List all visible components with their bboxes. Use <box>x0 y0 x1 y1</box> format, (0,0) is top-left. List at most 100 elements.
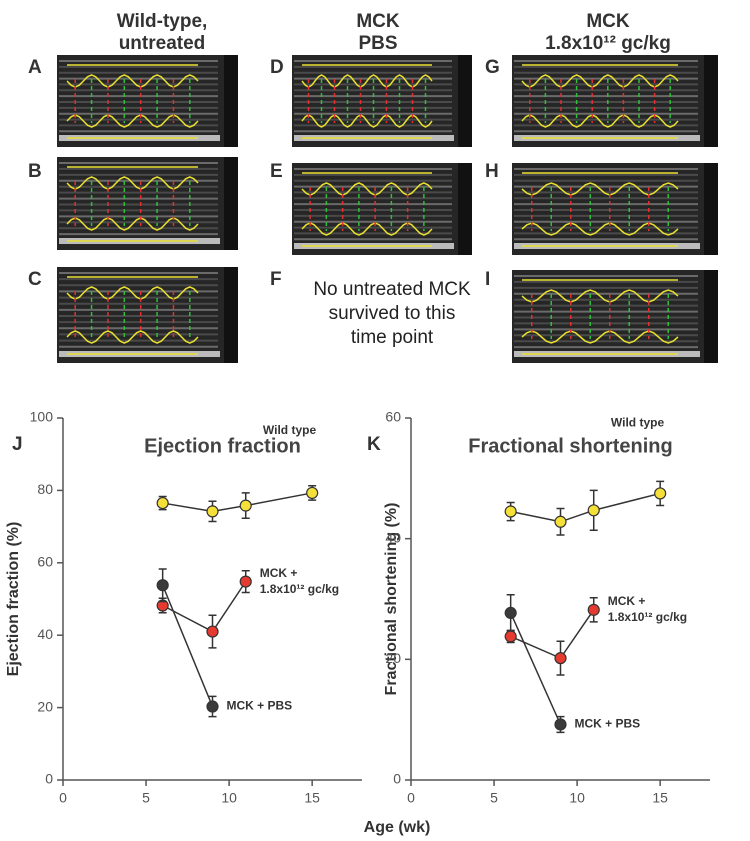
echo-wall <box>66 114 199 128</box>
column-header: 1.8x10¹² gc/kg <box>545 33 671 54</box>
y-axis-label: Ejection fraction (%) <box>5 522 22 677</box>
column-header: MCK <box>586 11 630 32</box>
echo-scale <box>224 267 238 363</box>
series-line <box>510 492 661 523</box>
y-tick-label: 40 <box>37 626 53 642</box>
echo-wall <box>521 74 679 88</box>
y-axis-label: Fractional shortening (%) <box>383 503 400 696</box>
panel-letter: K <box>367 434 381 455</box>
echo-scale <box>224 55 238 147</box>
panel-note: time point <box>351 327 434 348</box>
echo-wall <box>301 114 433 128</box>
echo-scale <box>704 55 718 147</box>
echo-wall <box>66 176 199 190</box>
echo-image <box>512 270 718 363</box>
series-label: MCK + PBS <box>227 699 293 713</box>
column-header: PBS <box>358 33 397 54</box>
data-point <box>156 579 169 592</box>
panel-letter: H <box>485 161 499 182</box>
echo-image <box>512 55 718 147</box>
panel-letter: D <box>270 57 284 78</box>
data-point <box>156 496 169 510</box>
echo-wall <box>521 330 679 344</box>
echo-image <box>292 163 472 255</box>
data-point <box>554 652 567 665</box>
x-tick-label: 15 <box>652 790 668 806</box>
echo-image <box>57 157 238 250</box>
echo-scale <box>458 163 472 255</box>
data-point <box>206 505 219 518</box>
echo-scale <box>224 157 238 250</box>
echo-wall <box>66 286 199 300</box>
data-point <box>504 505 517 518</box>
series-label: Wild type <box>611 416 665 430</box>
y-tick-label: 60 <box>37 554 53 570</box>
series-line <box>162 492 313 513</box>
echo-wall <box>521 222 679 236</box>
echo-scale <box>458 55 472 147</box>
column-header: untreated <box>119 33 206 54</box>
data-point <box>239 499 252 512</box>
panel-note: No untreated MCK <box>313 279 471 300</box>
x-tick-label: 5 <box>142 790 150 806</box>
data-point <box>239 575 252 588</box>
y-tick-label: 40 <box>385 529 401 545</box>
echo-image <box>57 267 238 363</box>
series-label: Wild type <box>263 423 317 437</box>
series-label: 1.8x10¹² gc/kg <box>260 582 339 596</box>
y-tick-label: 0 <box>45 771 53 787</box>
data-point <box>306 486 319 500</box>
x-tick-label: 0 <box>407 790 415 806</box>
echo-wall <box>66 74 199 88</box>
data-point <box>206 625 219 638</box>
panel-letter: I <box>485 269 490 290</box>
echo-scale <box>704 270 718 363</box>
panel-letter: A <box>28 57 42 78</box>
data-point <box>504 606 517 619</box>
chart-title: Fractional shortening <box>468 435 672 457</box>
column-header: Wild-type, <box>117 11 208 32</box>
echo-wall <box>521 289 679 303</box>
echo-wall <box>66 217 199 231</box>
echo-wall <box>301 74 433 88</box>
series-label: MCK + PBS <box>575 717 641 731</box>
panel-letter: F <box>270 269 282 290</box>
y-tick-label: 60 <box>385 409 401 425</box>
data-point <box>504 630 517 643</box>
echo-scale <box>704 163 718 255</box>
y-tick-label: 20 <box>37 698 53 714</box>
echo-wall <box>301 182 433 196</box>
data-point <box>554 718 567 731</box>
data-point <box>587 504 600 517</box>
echo-wall <box>66 330 199 344</box>
series-line <box>162 581 247 633</box>
series-line <box>510 609 595 660</box>
x-tick-label: 10 <box>221 790 237 806</box>
series-label: MCK + <box>608 594 646 608</box>
series-line <box>161 584 214 707</box>
data-point <box>554 515 567 528</box>
echo-image <box>512 163 718 255</box>
panel-letter: E <box>270 161 283 182</box>
y-tick-label: 20 <box>385 650 401 666</box>
echo-wall <box>521 182 679 196</box>
data-point <box>654 487 667 500</box>
panel-letter: C <box>28 269 42 290</box>
y-tick-label: 80 <box>37 481 53 497</box>
echo-wall <box>521 114 679 128</box>
echo-wall <box>301 222 433 236</box>
x-tick-label: 0 <box>59 790 67 806</box>
echo-image <box>57 55 238 147</box>
series-line <box>509 612 562 725</box>
panel-note: survived to this <box>329 303 456 324</box>
panel-letter: B <box>28 161 42 182</box>
panel-letter: J <box>12 434 23 455</box>
x-axis-label: Age (wk) <box>364 819 431 836</box>
data-point <box>587 603 600 616</box>
chart-title: Ejection fraction <box>144 435 301 457</box>
y-tick-label: 0 <box>393 771 401 787</box>
series-label: 1.8x10¹² gc/kg <box>608 610 687 624</box>
x-tick-label: 5 <box>490 790 498 806</box>
data-point <box>206 700 219 713</box>
